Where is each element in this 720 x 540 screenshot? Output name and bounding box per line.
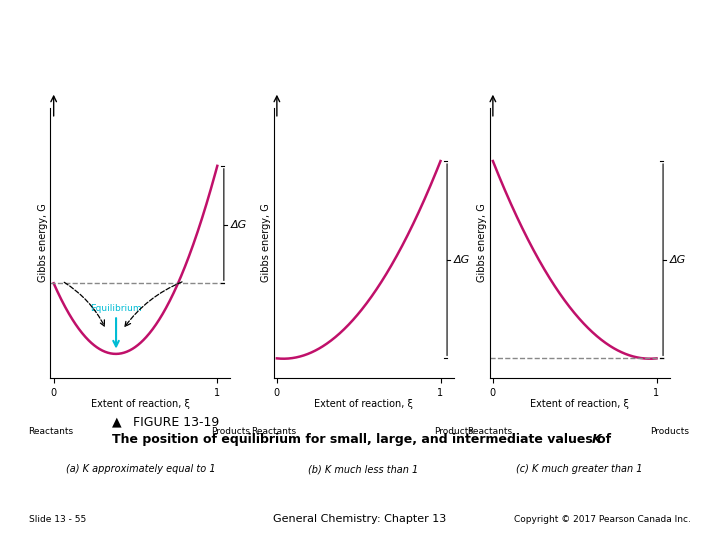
Text: The position of equilibrium for small, large, and intermediate values of: The position of equilibrium for small, l… (112, 433, 615, 446)
X-axis label: Extent of reaction, ξ: Extent of reaction, ξ (314, 399, 413, 409)
Text: Reactants: Reactants (467, 427, 512, 436)
Text: ΔG: ΔG (454, 255, 470, 265)
X-axis label: Extent of reaction, ξ: Extent of reaction, ξ (530, 399, 629, 409)
Text: Products: Products (434, 427, 473, 436)
Text: (b) K much less than 1: (b) K much less than 1 (308, 464, 419, 475)
Text: Equilibrium: Equilibrium (90, 304, 142, 313)
Y-axis label: Gibbs energy, G: Gibbs energy, G (477, 204, 487, 282)
Text: Slide 13 - 55: Slide 13 - 55 (29, 515, 86, 524)
Text: Reactants: Reactants (28, 427, 73, 436)
Text: Products: Products (650, 427, 689, 436)
Text: FIGURE 13-19: FIGURE 13-19 (133, 416, 220, 429)
Text: Products: Products (211, 427, 250, 436)
Text: General Chemistry: Chapter 13: General Chemistry: Chapter 13 (274, 514, 446, 524)
Text: (c) K much greater than 1: (c) K much greater than 1 (516, 464, 643, 475)
Text: Reactants: Reactants (251, 427, 296, 436)
Text: ▲: ▲ (112, 416, 121, 429)
Text: K: K (592, 433, 601, 446)
Y-axis label: Gibbs energy, G: Gibbs energy, G (37, 204, 48, 282)
Text: ΔG: ΔG (230, 220, 247, 229)
Text: (a) K approximately equal to 1: (a) K approximately equal to 1 (66, 464, 215, 475)
Text: ΔG: ΔG (670, 255, 686, 265)
Text: Copyright © 2017 Pearson Canada Inc.: Copyright © 2017 Pearson Canada Inc. (514, 515, 691, 524)
Y-axis label: Gibbs energy, G: Gibbs energy, G (261, 204, 271, 282)
X-axis label: Extent of reaction, ξ: Extent of reaction, ξ (91, 399, 190, 409)
